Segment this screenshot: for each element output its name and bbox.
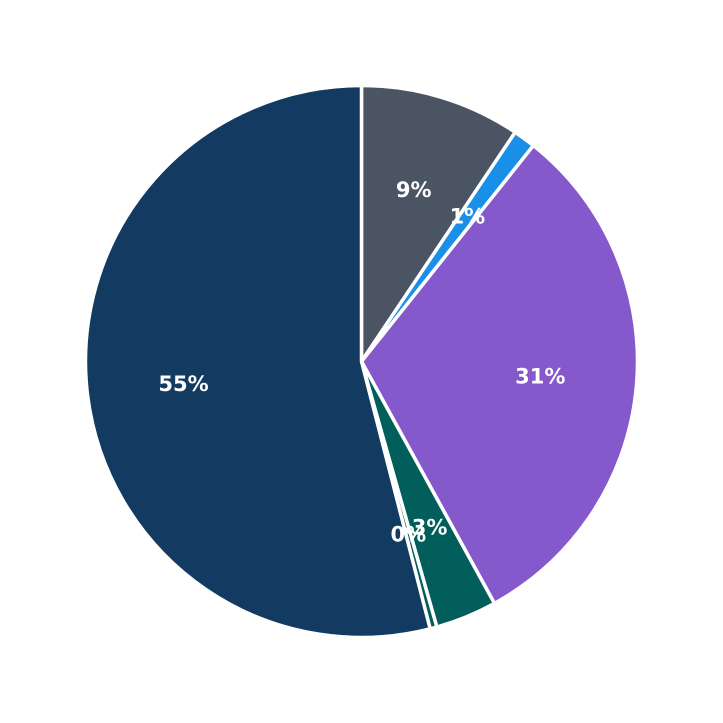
- pie-slice-0: [359, 83, 517, 364]
- pie-slice-label-3: 3%: [412, 515, 448, 539]
- pie-slice-label-5: 55%: [158, 372, 208, 396]
- pie-slice-label-1: 1%: [450, 205, 486, 229]
- pie-slice-label-0: 9%: [396, 178, 432, 202]
- pie-slice-label-2: 31%: [515, 365, 565, 389]
- pie-slice-2: [359, 143, 640, 606]
- pie-labels: 9% 1% 31% 3%0% 55%: [158, 178, 565, 547]
- pie-slice-5: [83, 83, 432, 640]
- pie-slices: [83, 83, 640, 640]
- pie-slice-label-4: 0%: [390, 523, 426, 547]
